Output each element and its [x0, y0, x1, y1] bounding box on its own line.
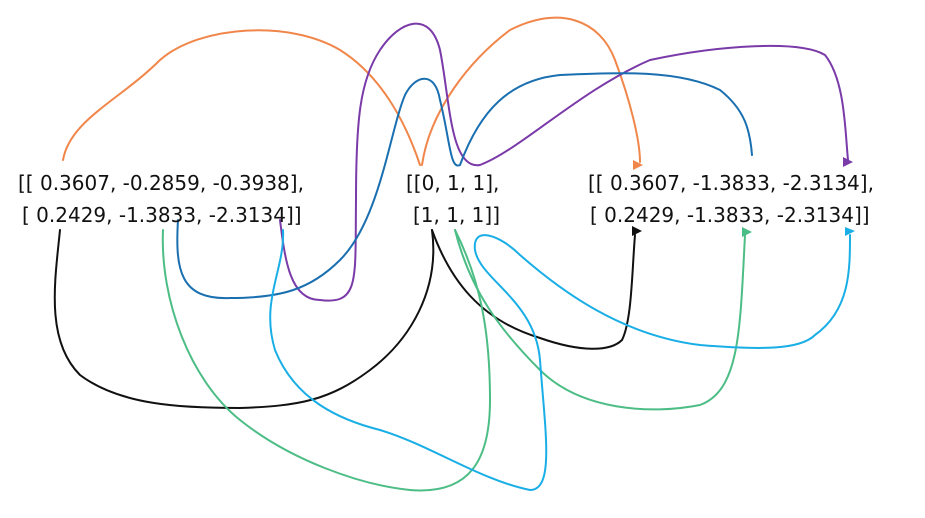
arrow [53, 229, 435, 409]
arrow [269, 229, 851, 491]
arrow [62, 29, 421, 166]
arrow [421, 16, 641, 166]
arrow [431, 229, 636, 350]
arrowhead [845, 227, 855, 236]
arrow [176, 72, 753, 300]
mask-row: [1, 1, 1]] [413, 203, 500, 227]
arrow [279, 22, 849, 302]
arrowhead [843, 157, 853, 167]
arrowhead [633, 160, 643, 170]
result-row: [[ 0.3607, -1.3833, -2.3134], [588, 171, 874, 195]
mask-row: [[0, 1, 1], [406, 171, 499, 195]
left-row: [ 0.2429, -1.3833, -2.3134]] [22, 203, 302, 227]
arrow [454, 229, 746, 411]
arrow [161, 229, 491, 492]
result-row: [ 0.2429, -1.3833, -2.3134]] [590, 203, 870, 227]
arrowhead [742, 227, 752, 237]
arrowhead [632, 226, 642, 236]
left-row: [[ 0.3607, -0.2859, -0.3938], [18, 171, 304, 195]
